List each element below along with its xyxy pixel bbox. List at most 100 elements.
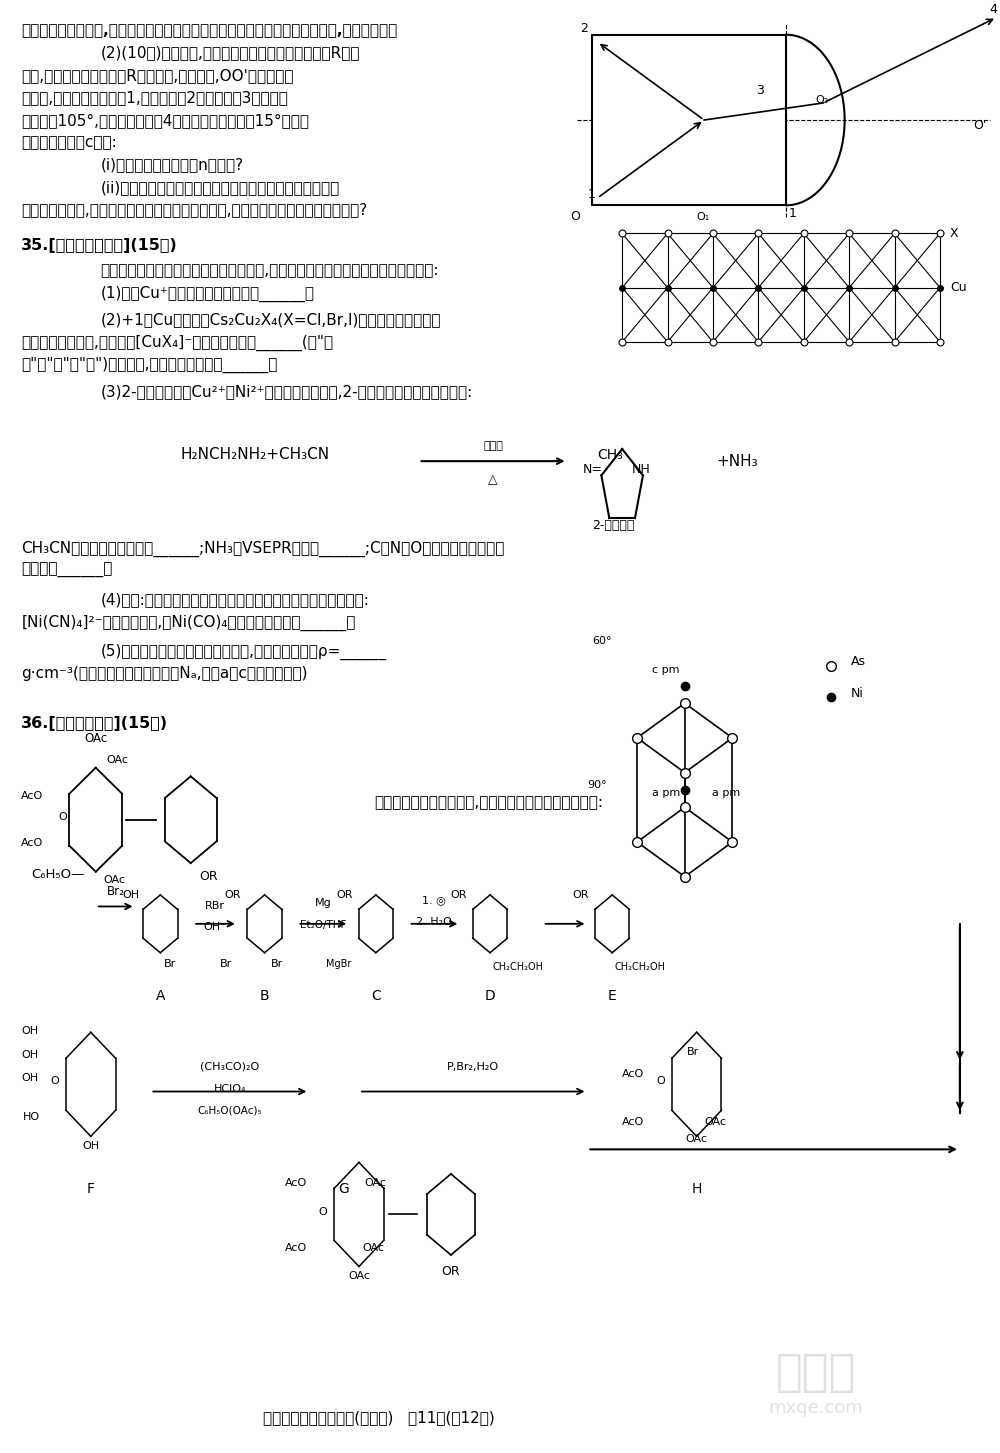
Text: NH: NH [632,462,651,475]
Text: OH: OH [123,889,140,899]
Text: X: X [950,227,959,240]
Text: mxqe.com: mxqe.com [768,1399,863,1417]
Text: AcO: AcO [21,790,43,801]
Text: Br₂: Br₂ [107,885,125,898]
Text: OAc: OAc [686,1135,708,1144]
Text: OR: OR [572,889,589,899]
Text: 是一类重要的医药中间体,其中一种的合成路线如图所示:: 是一类重要的医药中间体,其中一种的合成路线如图所示: [374,795,603,811]
Text: F: F [87,1181,95,1196]
Text: O: O [657,1077,665,1087]
Text: N=: N= [582,462,602,475]
Text: O': O' [973,119,986,132]
Text: 铜、镍元素是储量丰富、价格低廉的元素,其配合物通常用作催化剂。回答下列问题:: 铜、镍元素是储量丰富、价格低廉的元素,其配合物通常用作催化剂。回答下列问题: [101,263,439,278]
Text: 2: 2 [580,22,588,35]
Text: (i)该透明柱体的折射率n是多大?: (i)该透明柱体的折射率n是多大? [101,157,244,173]
Text: Br: Br [271,959,283,969]
Text: C₆H₅O—: C₆H₅O— [31,867,85,881]
Text: +NH₃: +NH₃ [717,453,758,469]
Text: AcO: AcO [284,1177,307,1187]
Text: OH: OH [82,1142,99,1151]
Text: MgBr: MgBr [326,959,352,969]
Text: H: H [691,1181,702,1196]
Text: 4: 4 [990,3,998,16]
Text: Et₂O/THF: Et₂O/THF [300,920,346,930]
Text: OH: OH [21,1051,38,1061]
Text: O: O [319,1206,328,1216]
Text: 点"、"棱"或"面")而形成的,该晶体的化学式为______。: 点"、"棱"或"面")而形成的,该晶体的化学式为______。 [21,357,278,373]
Text: OAc: OAc [348,1271,370,1282]
Text: AcO: AcO [622,1069,644,1080]
Text: 60°: 60° [592,636,612,647]
Text: CH₂CH₂OH: CH₂CH₂OH [614,962,665,972]
Text: OR: OR [200,870,218,883]
Text: A: A [156,989,165,1004]
Text: OR: OR [336,889,353,899]
Text: Br: Br [164,959,177,969]
Text: E: E [608,989,617,1004]
Text: 1: 1 [789,206,797,219]
Text: 2. H₂O: 2. H₂O [416,917,452,927]
Text: Br: Br [220,959,232,969]
Text: (CH₃CO)₂O: (CH₃CO)₂O [200,1062,259,1072]
Text: (3)2-甲基咪唑能与Cu²⁺、Ni²⁺形成配合物催化剂,2-甲基咪唑可用如下方法制备:: (3)2-甲基咪唑能与Cu²⁺、Ni²⁺形成配合物催化剂,2-甲基咪唑可用如下方… [101,384,473,400]
Text: P,Br₂,H₂O: P,Br₂,H₂O [447,1062,499,1072]
Text: c pm: c pm [652,665,679,674]
Text: OR: OR [225,889,241,899]
Text: AcO: AcO [21,838,43,847]
Text: C₆H₅O(OAc)₅: C₆H₅O(OAc)₅ [198,1106,262,1116]
Text: Mg: Mg [315,898,332,908]
Bar [592,35,786,205]
Text: 答案圈: 答案圈 [776,1351,856,1393]
Text: CH₃CN中碳原子杂化方式为______;NH₃的VSEPR模型为______;C、N、O第一电离能由大到小: CH₃CN中碳原子杂化方式为______;NH₃的VSEPR模型为______;… [21,541,505,556]
Text: (4)已知:中心原子的杂化方式可决定配合物的立体构型。试解释:: (4)已知:中心原子的杂化方式可决定配合物的立体构型。试解释: [101,593,370,607]
Text: (1)基态Cu⁺原子的价电子排布式为______。: (1)基态Cu⁺原子的价电子排布式为______。 [101,285,315,302]
Text: 角恰好为105°,且此时出射光线4与水平方向的夹角为15°。光在: 角恰好为105°,且此时出射光线4与水平方向的夹角为15°。光在 [21,113,309,128]
Text: O: O [58,812,67,822]
Text: D: D [485,989,495,1004]
Text: (2)(10分)如图所示,某透明柱体模型的右侧为半径为R的半: (2)(10分)如图所示,某透明柱体模型的右侧为半径为R的半 [101,45,360,61]
Text: HO: HO [23,1113,40,1123]
Text: OH: OH [21,1074,38,1084]
Text: OAc: OAc [364,1177,386,1187]
Text: As: As [851,655,866,668]
Text: OH: OH [21,1026,38,1036]
Text: Br: Br [687,1048,699,1058]
Text: Ni: Ni [851,687,863,699]
Text: (5)某砷镍合金的晶胞结构如图所示,则该晶体的密度ρ=______: (5)某砷镍合金的晶胞结构如图所示,则该晶体的密度ρ=______ [101,644,387,660]
Text: 36.[有机化学基础](15分): 36.[有机化学基础](15分) [21,716,168,731]
Text: g·cm⁻³(设阿伏加德罗常数的值为Nₐ,用含a、c的代数式表示): g·cm⁻³(设阿伏加德罗常数的值为Nₐ,用含a、c的代数式表示) [21,667,308,681]
Text: Cu: Cu [950,282,967,294]
Text: (ii)由该单色光组成的截面为圆形的平行光束垂直左侧面射: (ii)由该单色光组成的截面为圆形的平行光束垂直左侧面射 [101,180,340,195]
Text: O: O [571,209,580,222]
Text: G: G [339,1181,349,1196]
Text: O₂: O₂ [816,94,829,105]
Text: 3: 3 [756,84,764,97]
Text: 催化剂: 催化剂 [483,442,503,450]
Text: OAc: OAc [103,875,125,885]
Text: 35.[物质结构与性质](15分): 35.[物质结构与性质](15分) [21,238,178,253]
Text: H₂NCH₂NH₂+CH₃CN: H₂NCH₂NH₂+CH₃CN [180,446,329,462]
Text: OAc: OAc [705,1117,727,1126]
Text: △: △ [488,472,498,485]
Text: a pm: a pm [712,788,740,798]
Text: O: O [51,1077,59,1087]
Text: C: C [371,989,381,1004]
Text: OH⁻: OH⁻ [203,921,226,931]
Text: 向这个透明柱体,第一次到达右表面并可以全部射出,则该光束的截面直径最大为多少?: 向这个透明柱体,第一次到达右表面并可以全部射出,则该光束的截面直径最大为多少? [21,202,368,218]
Text: AcO: AcO [284,1242,307,1252]
Text: [Ni(CN)₄]²⁻为平行四边形,而Ni(CO)₄为四面体形的原因______。: [Ni(CN)₄]²⁻为平行四边形,而Ni(CO)₄为四面体形的原因______… [21,615,356,631]
Text: CH₃: CH₃ [597,448,623,462]
Text: OAc: OAc [106,756,128,766]
Text: 图所示的链状结构,该结构是[CuX₄]⁻四面体通过共用______(填"顶: 图所示的链状结构,该结构是[CuX₄]⁻四面体通过共用______(填"顶 [21,334,333,350]
Text: OAc: OAc [363,1242,385,1252]
Text: 90°: 90° [587,780,607,790]
Text: 的顺序为______。: 的顺序为______。 [21,564,113,578]
Text: 2-甲基咪唑: 2-甲基咪唑 [592,519,635,532]
Text: 球形,左侧为半径和高均为R的圆柱形,水平放置,OO'为该模型的: 球形,左侧为半径和高均为R的圆柱形,水平放置,OO'为该模型的 [21,68,294,83]
Text: 中轴线,调整入射单色光线1,使反射光线2和折射光线3之间的夹: 中轴线,调整入射单色光线1,使反射光线2和折射光线3之间的夹 [21,90,288,106]
Text: 晰投影精细图的能力,在透镜和硅片之间填充液体。紫外线进入液体后波长变短,光子能量增加: 晰投影精细图的能力,在透镜和硅片之间填充液体。紫外线进入液体后波长变短,光子能量… [21,23,398,38]
Text: 真空中的波速为c。求:: 真空中的波速为c。求: [21,135,117,150]
Text: HClO₄: HClO₄ [214,1084,246,1094]
Text: a pm: a pm [652,788,680,798]
Text: B: B [260,989,269,1004]
